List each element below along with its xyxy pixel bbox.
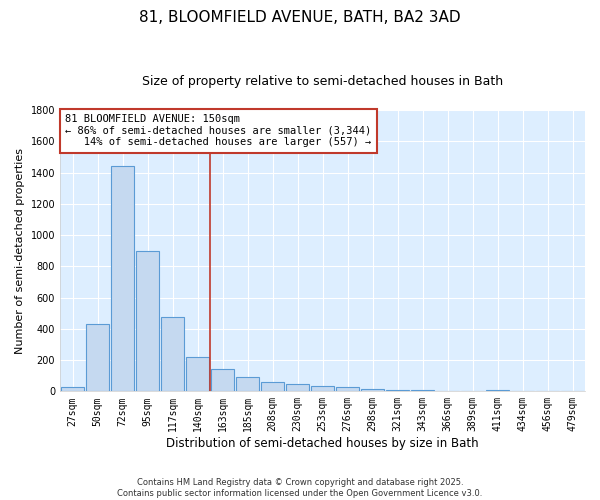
Bar: [136, 250, 159, 392]
Text: 81 BLOOMFIELD AVENUE: 150sqm
← 86% of semi-detached houses are smaller (3,344)
 : 81 BLOOMFIELD AVENUE: 150sqm ← 86% of se…: [65, 114, 371, 148]
X-axis label: Distribution of semi-detached houses by size in Bath: Distribution of semi-detached houses by …: [166, 437, 479, 450]
Bar: [361, 388, 384, 392]
Bar: [336, 388, 359, 392]
Bar: [411, 390, 434, 392]
Bar: [186, 357, 209, 392]
Bar: [436, 390, 459, 392]
Text: Contains HM Land Registry data © Crown copyright and database right 2025.
Contai: Contains HM Land Registry data © Crown c…: [118, 478, 482, 498]
Y-axis label: Number of semi-detached properties: Number of semi-detached properties: [15, 148, 25, 354]
Bar: [161, 317, 184, 392]
Bar: [111, 166, 134, 392]
Bar: [236, 378, 259, 392]
Bar: [286, 384, 309, 392]
Bar: [386, 390, 409, 392]
Title: Size of property relative to semi-detached houses in Bath: Size of property relative to semi-detach…: [142, 75, 503, 88]
Bar: [61, 387, 84, 392]
Bar: [311, 386, 334, 392]
Bar: [211, 370, 234, 392]
Text: 81, BLOOMFIELD AVENUE, BATH, BA2 3AD: 81, BLOOMFIELD AVENUE, BATH, BA2 3AD: [139, 10, 461, 25]
Bar: [86, 324, 109, 392]
Bar: [486, 390, 509, 392]
Bar: [261, 382, 284, 392]
